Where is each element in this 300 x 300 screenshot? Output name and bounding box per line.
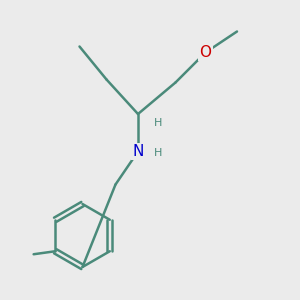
Text: H: H (154, 148, 162, 158)
Text: H: H (154, 118, 162, 128)
Text: O: O (200, 45, 211, 60)
Text: N: N (132, 144, 144, 159)
